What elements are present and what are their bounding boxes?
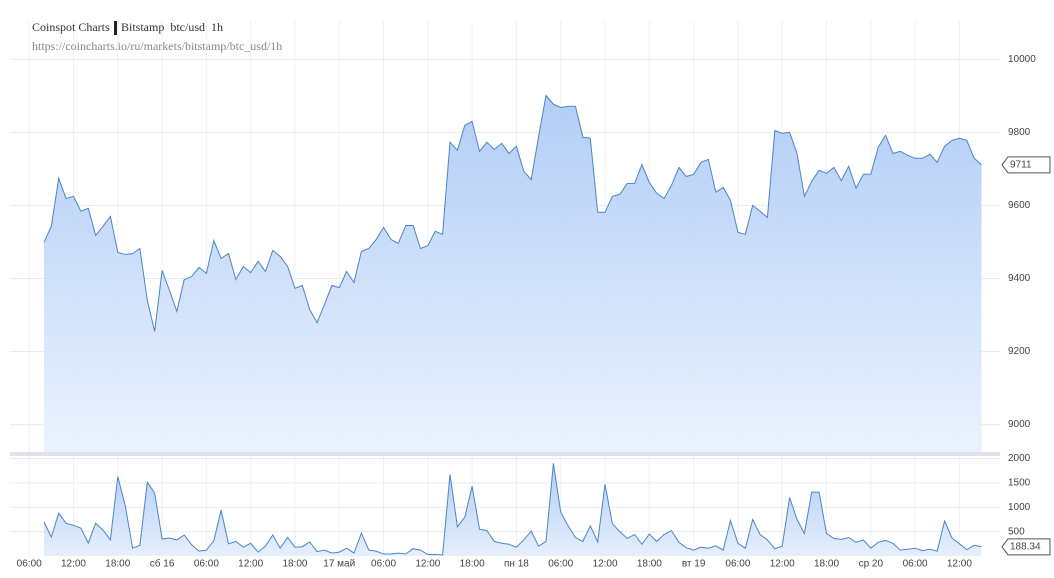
x-tick-label: вт 19 — [682, 559, 706, 570]
x-tick-label: сб 16 — [150, 558, 175, 570]
y-tick-label: 9800 — [1008, 127, 1031, 138]
y2-tick-label: 1500 — [1008, 477, 1031, 488]
url: https://coincharts.io/ru/markets/bitstam… — [32, 39, 282, 53]
marks — [43, 94, 982, 556]
x-tick-label: 18:00 — [814, 559, 839, 570]
line — [43, 94, 982, 332]
x-tick-label: 06:00 — [17, 559, 42, 570]
y2-tick-label: 500 — [1008, 526, 1025, 537]
x-tick-label: 06:00 — [903, 559, 928, 570]
x-tick-label: 12:00 — [593, 559, 618, 570]
badge-box — [1001, 538, 1051, 556]
x-tick-label: 12:00 — [61, 559, 86, 570]
x-tick-label: 18:00 — [637, 559, 662, 570]
y-tick-label: 10000 — [1008, 54, 1036, 65]
x-tick-label: 06:00 — [371, 559, 396, 570]
area-fill — [43, 463, 982, 556]
line — [43, 463, 982, 556]
y-tick-label: 9400 — [1008, 273, 1031, 284]
x-tick-label: 18:00 — [282, 559, 307, 570]
x-tick-label: 12:00 — [770, 559, 795, 570]
x-tick-label: 12:00 — [238, 559, 263, 570]
panel-separator — [10, 452, 1000, 456]
y-tick-label: 9600 — [1008, 200, 1031, 211]
y-tick-label: 9000 — [1008, 419, 1031, 430]
x-tick-label: 06:00 — [725, 559, 750, 570]
y-tick-label: 9200 — [1008, 346, 1031, 357]
badge-box — [1001, 156, 1051, 174]
x-tick-label: 06:00 — [194, 559, 219, 570]
x-tick-label: 18:00 — [460, 559, 485, 570]
last-value-badge: 9711 — [1001, 156, 1051, 174]
market-label: Bitstamp btc/usd 1h — [121, 20, 223, 34]
last-value: 9711 — [1010, 159, 1032, 170]
title-divider — [114, 21, 117, 35]
x-tick-label: пн 18 — [504, 559, 529, 570]
x-tick-label: 12:00 — [947, 559, 972, 570]
x-tick-label: ср 20 — [859, 559, 884, 570]
y2-tick-label: 2000 — [1008, 453, 1031, 464]
chart-title: Coinspot Charts — [32, 20, 110, 34]
x-tick-label: 12:00 — [415, 559, 440, 570]
x-tick-label: 06:00 — [548, 559, 573, 570]
y2-tick-label: 1000 — [1008, 502, 1031, 513]
last-value: 188.34 — [1010, 541, 1041, 552]
x-tick-label: 18:00 — [105, 559, 130, 570]
area-fill — [43, 95, 982, 453]
x-tick-label: 17 май — [323, 559, 355, 570]
last-value-badge: 188.34 — [1001, 538, 1051, 556]
